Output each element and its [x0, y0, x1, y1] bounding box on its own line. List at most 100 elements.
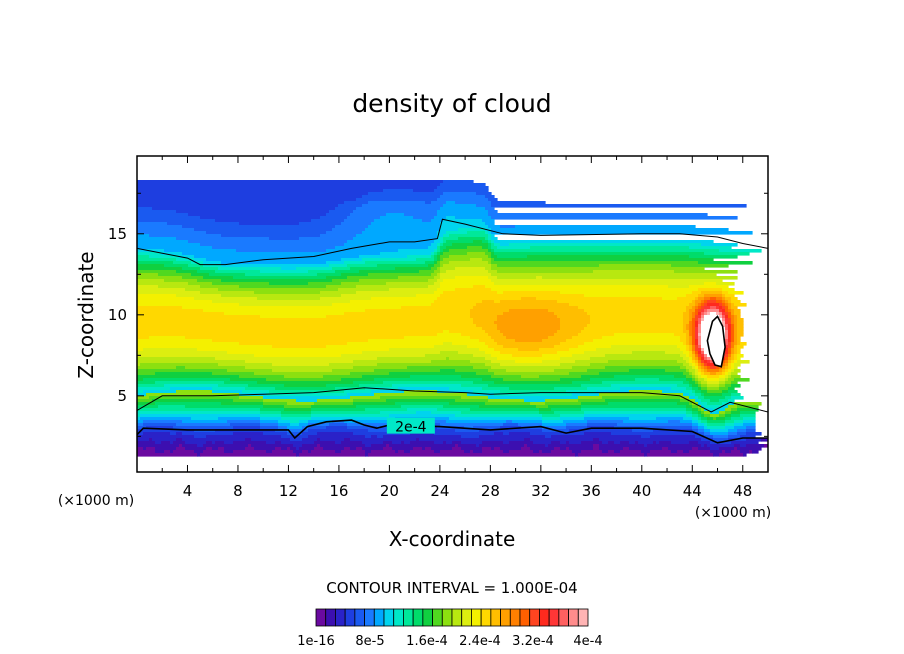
field-cell [137, 291, 201, 295]
field-cell [728, 345, 732, 349]
field-cell [335, 441, 342, 445]
field-cell [722, 306, 726, 310]
field-cell [542, 354, 573, 358]
field-cell [692, 318, 696, 322]
field-cell [539, 408, 552, 412]
field-cell [440, 369, 456, 373]
field-cell [725, 324, 729, 328]
field-cell [137, 273, 159, 277]
field-cell [728, 333, 732, 337]
x-tick-label: 32 [531, 482, 550, 500]
field-cell [692, 306, 696, 310]
field-cell [683, 315, 690, 319]
field-cell [176, 366, 186, 370]
field-cell [722, 363, 726, 367]
field-cell [326, 249, 399, 253]
field-cell [710, 306, 717, 310]
field-cell [341, 258, 363, 262]
y-tick-label: 10 [108, 306, 127, 324]
field-cell [224, 450, 234, 454]
field-cell [725, 426, 735, 430]
field-cell [680, 366, 687, 370]
field-cell [197, 444, 204, 448]
field-cell [215, 219, 312, 223]
field-cell [455, 414, 543, 418]
field-cell [701, 420, 708, 424]
field-cell [698, 261, 753, 265]
field-cell [449, 255, 489, 259]
field-cell [572, 336, 603, 340]
field-cell [440, 450, 465, 454]
field-cell [734, 324, 738, 328]
field-cell [692, 345, 696, 349]
field-cell [332, 279, 360, 283]
field-cell [182, 267, 201, 271]
field-cell [425, 447, 432, 451]
field-cell [689, 342, 693, 346]
field-cell [731, 381, 738, 385]
contour-label: 2e-4 [395, 420, 427, 436]
field-cell [158, 285, 201, 289]
field-cell [437, 231, 447, 235]
contour-line-1 [137, 218, 768, 266]
field-cell [701, 390, 708, 394]
colorbar-swatch [568, 608, 579, 627]
field-cell [194, 228, 333, 232]
field-cell [419, 270, 435, 274]
field-cell [353, 366, 408, 370]
field-cell [701, 408, 705, 412]
field-cell [350, 300, 435, 304]
field-cell [197, 270, 216, 274]
field-cell [704, 444, 708, 448]
field-cell [560, 291, 693, 295]
field-cell [461, 447, 483, 451]
field-cell [491, 243, 495, 247]
field-cell [560, 417, 585, 421]
field-cell [500, 447, 522, 451]
field-cell [701, 444, 705, 448]
field-cell [722, 372, 726, 376]
field-cell [356, 207, 441, 211]
field-cell [731, 327, 735, 331]
field-cell [245, 447, 255, 451]
field-cell [479, 444, 525, 448]
field-cell [245, 273, 318, 277]
field-cell [137, 444, 180, 448]
field-cell [494, 240, 714, 244]
colorbar-swatch [315, 608, 327, 627]
field-cell [350, 396, 381, 400]
field-cell [614, 426, 693, 430]
field-cell [431, 303, 477, 307]
colorbar [315, 608, 589, 627]
field-cell [608, 441, 615, 445]
field-cell [368, 225, 441, 229]
field-cell [386, 282, 435, 286]
field-cell [314, 447, 324, 451]
field-cell [302, 444, 318, 448]
field-cell [584, 327, 684, 331]
field-cell [437, 234, 444, 238]
field-cell [200, 285, 240, 289]
field-cell [137, 453, 198, 457]
field-cell [359, 384, 393, 388]
colorbar-swatch [344, 608, 356, 627]
field-cell [233, 276, 327, 280]
field-cell [653, 441, 657, 445]
field-cell [707, 375, 720, 379]
field-cell [722, 324, 726, 328]
field-cell [491, 447, 495, 451]
field-cell [155, 447, 177, 451]
colorbar-swatch [509, 608, 521, 627]
field-cell [443, 192, 477, 196]
field-cell [137, 369, 228, 373]
contour-label-bg [386, 417, 435, 434]
field-cell [344, 219, 375, 223]
field-cell [731, 414, 741, 418]
field-cell [623, 447, 630, 451]
field-cell [137, 309, 204, 313]
field-cell [650, 450, 672, 454]
field-cell [437, 198, 489, 202]
field-cell [734, 369, 741, 373]
field-cell [395, 450, 399, 454]
field-cell [446, 246, 468, 250]
